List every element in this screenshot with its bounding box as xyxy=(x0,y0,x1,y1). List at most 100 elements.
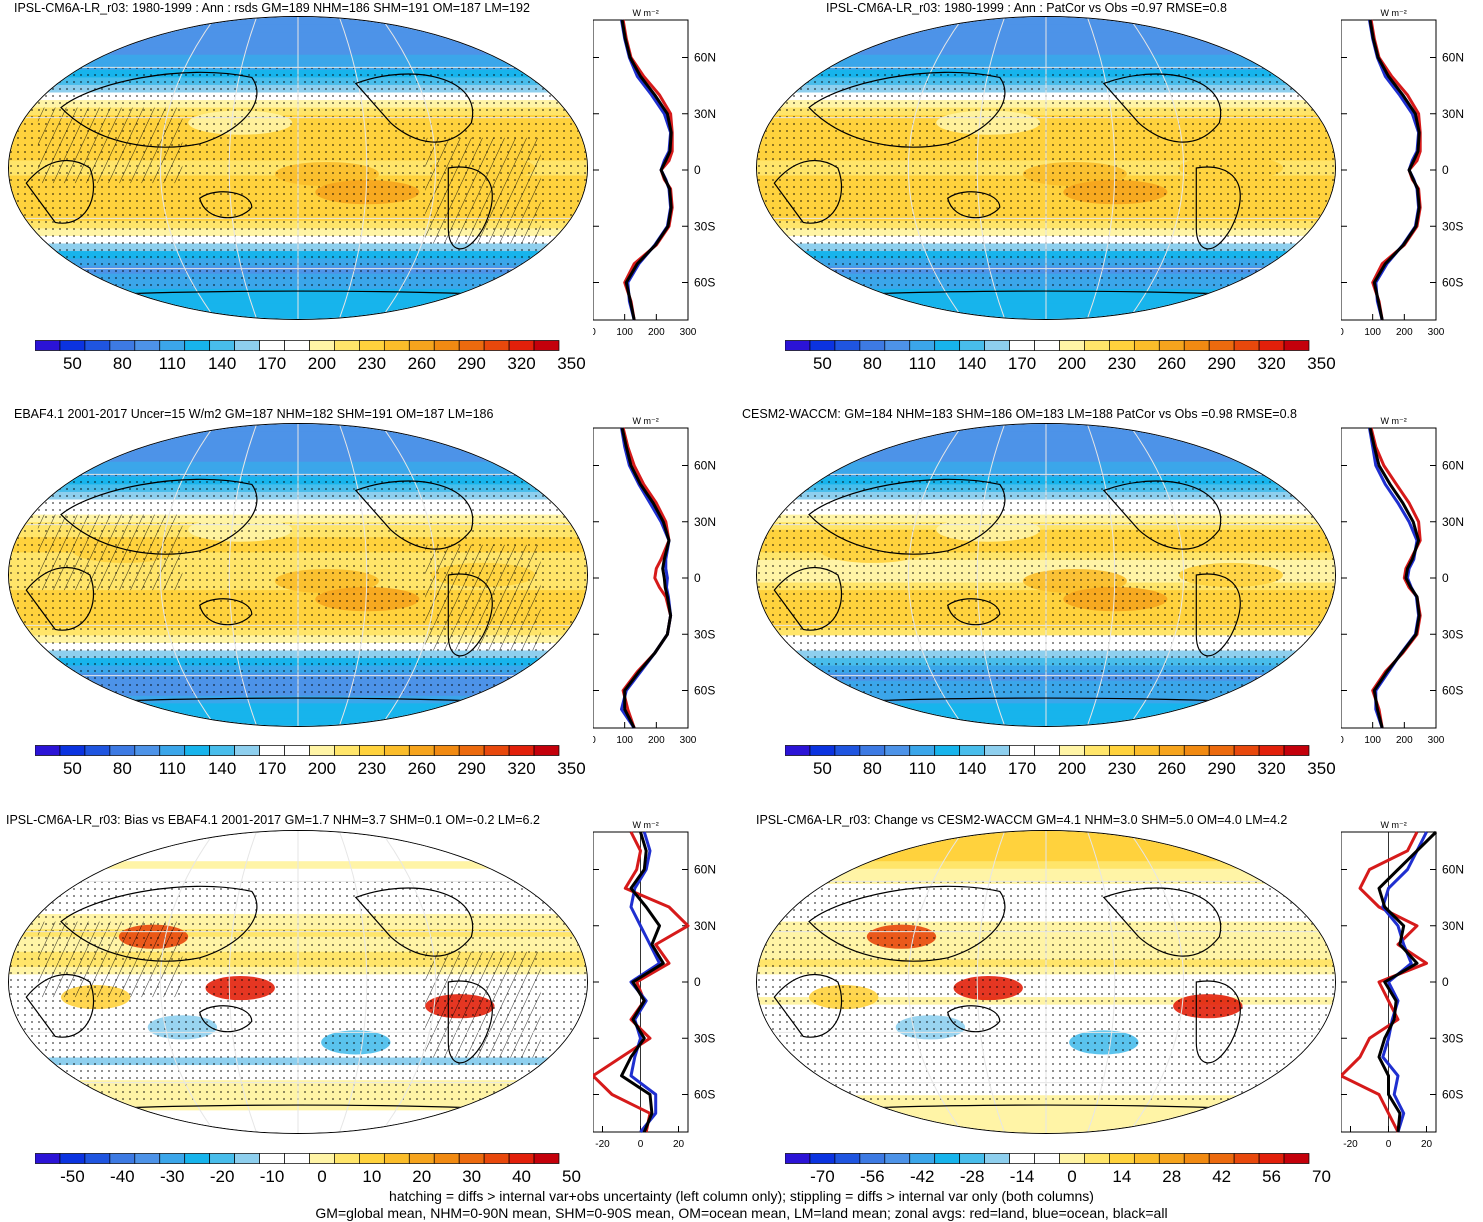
world-map xyxy=(756,830,1336,1134)
lat-tick-label: 30N xyxy=(1442,107,1464,121)
zonal-x-tick-label: 200 xyxy=(648,735,665,746)
colorbar-swatch xyxy=(785,340,811,351)
colorbar-swatch xyxy=(1233,1153,1260,1164)
colorbar-swatch xyxy=(508,340,535,351)
panel-title: IPSL-CM6A-LR_r03: 1980-1999 : Ann : PatC… xyxy=(826,1,1227,15)
zonal-ocean-line xyxy=(1381,831,1428,1133)
colorbar-swatch xyxy=(59,340,86,351)
colorbar-swatch xyxy=(259,340,285,351)
colorbar-swatch xyxy=(109,1153,136,1164)
colorbar-swatch xyxy=(1009,340,1035,351)
colorbar-tick-label: 200 xyxy=(1057,759,1087,778)
colorbar-tick-label: -30 xyxy=(159,1167,185,1186)
colorbar-swatch xyxy=(383,745,410,756)
colorbar-tick-label: 350 xyxy=(557,354,586,373)
colorbar-swatch xyxy=(884,1153,911,1164)
zonal-unit-label: W m⁻² xyxy=(633,820,659,830)
colorbar-swatch xyxy=(383,1153,410,1164)
colorbar-swatch xyxy=(433,745,460,756)
colorbar-swatch xyxy=(334,340,360,351)
colorbar-swatch xyxy=(284,745,310,756)
zonal-x-tick-label: 0 xyxy=(593,735,596,746)
colorbar-tick-label: 230 xyxy=(357,759,387,778)
colorbar-swatch xyxy=(1258,745,1285,756)
colorbar-swatch xyxy=(59,745,86,756)
colorbar-swatch xyxy=(1158,745,1185,756)
colorbar-tick-label: 10 xyxy=(362,1167,382,1186)
colorbar-swatch xyxy=(1109,340,1135,351)
colorbar-swatch xyxy=(309,745,335,756)
colorbar-tick-label: 0 xyxy=(317,1167,327,1186)
colorbar-swatch xyxy=(1258,1153,1285,1164)
colorbar-swatch xyxy=(959,340,985,351)
colorbar-swatch xyxy=(359,1153,385,1164)
zonal-x-tick-label: 0 xyxy=(1386,1139,1392,1150)
colorbar-tick-label: 200 xyxy=(307,354,337,373)
colorbar-tick-label: 42 xyxy=(1212,1167,1232,1186)
colorbar-swatch xyxy=(483,1153,510,1164)
colorbar-swatch xyxy=(309,1153,335,1164)
colorbar-tick-label: 50 xyxy=(62,354,82,373)
colorbar-swatch xyxy=(1233,745,1260,756)
colorbar-swatch xyxy=(1084,340,1110,351)
lat-tick-label: 60S xyxy=(694,276,715,290)
zonal-x-tick-label: 300 xyxy=(1428,735,1445,746)
colorbar-tick-label: 260 xyxy=(407,759,436,778)
colorbar-swatch xyxy=(334,745,360,756)
colorbar-swatch xyxy=(1133,745,1160,756)
colorbar-swatch xyxy=(84,745,111,756)
zonal-all-line xyxy=(1377,830,1438,1133)
lat-tick-label: 30S xyxy=(694,627,715,641)
colorbar-swatch xyxy=(458,1153,485,1164)
colorbar-swatch xyxy=(1208,1153,1235,1164)
colorbar xyxy=(35,1153,560,1164)
colorbar-tick-label: 170 xyxy=(257,354,287,373)
colorbar-swatch xyxy=(184,1153,211,1164)
colorbar-tick-label: 290 xyxy=(1207,354,1236,373)
lat-tick-label: 60S xyxy=(694,1088,715,1102)
colorbar-swatch xyxy=(533,1153,560,1164)
colorbar xyxy=(35,340,560,351)
colorbar-swatch xyxy=(1009,745,1035,756)
lat-tick-label: 60S xyxy=(1442,276,1463,290)
colorbar-swatch xyxy=(1283,745,1310,756)
lat-tick-label: 60N xyxy=(694,863,716,877)
colorbar-tick-label: -70 xyxy=(810,1167,835,1186)
zonal-all-line xyxy=(1368,19,1421,321)
lat-tick-label: 30N xyxy=(1442,919,1464,933)
colorbar-tick-label: 80 xyxy=(862,354,882,373)
colorbar-swatch xyxy=(959,1153,985,1164)
zonal-x-tick-label: 100 xyxy=(1364,735,1381,746)
colorbar-tick-label: 170 xyxy=(1007,759,1037,778)
footer-line-1: hatching = diffs > internal var+obs unce… xyxy=(389,1188,1094,1204)
colorbar-swatch xyxy=(35,340,61,351)
colorbar-swatch xyxy=(809,745,836,756)
colorbar-swatch xyxy=(859,1153,886,1164)
zonal-x-tick-label: 200 xyxy=(648,327,665,338)
zonal-x-tick-label: 0 xyxy=(638,1139,644,1150)
colorbar-swatch xyxy=(184,745,211,756)
zonal-x-tick-label: 20 xyxy=(673,1139,685,1150)
panel-title: EBAF4.1 2001-2017 Uncer=15 W/m2 GM=187 N… xyxy=(14,407,494,421)
colorbar-swatch xyxy=(259,1153,285,1164)
colorbar-tick-label: 290 xyxy=(1207,759,1236,778)
colorbar-tick-label: -14 xyxy=(1009,1167,1035,1186)
colorbar-swatch xyxy=(809,1153,836,1164)
colorbar xyxy=(785,745,1310,756)
colorbar-swatch xyxy=(84,1153,111,1164)
colorbar-swatch xyxy=(408,1153,435,1164)
colorbar-swatch xyxy=(458,340,485,351)
colorbar-swatch xyxy=(1009,1153,1035,1164)
colorbar-swatch xyxy=(834,745,861,756)
zonal-all-line xyxy=(620,831,665,1133)
colorbar-swatch xyxy=(934,745,961,756)
colorbar-swatch xyxy=(884,340,911,351)
lat-tick-label: 30S xyxy=(1442,1031,1463,1045)
zonal-x-tick-label: 300 xyxy=(1428,327,1445,338)
colorbar-swatch xyxy=(408,745,435,756)
zonal-x-tick-label: 0 xyxy=(1341,327,1344,338)
colorbar-tick-label: -40 xyxy=(110,1167,135,1186)
zonal-all-line xyxy=(620,427,673,729)
colorbar-swatch xyxy=(59,1153,86,1164)
colorbar-tick-label: 0 xyxy=(1067,1167,1077,1186)
